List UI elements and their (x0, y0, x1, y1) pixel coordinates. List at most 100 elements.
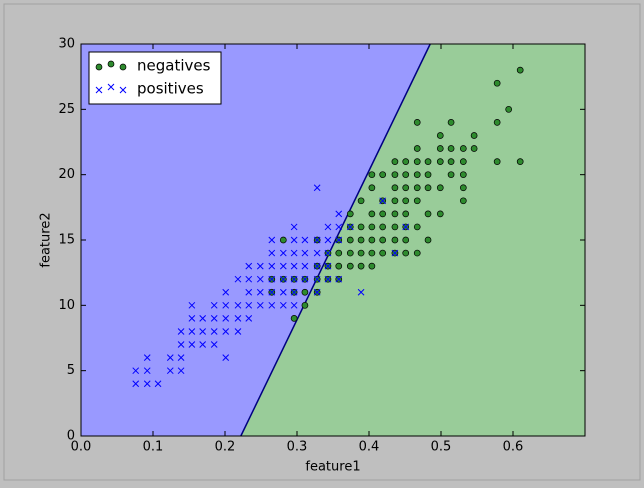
negative-point (379, 210, 387, 218)
positive-point (301, 236, 309, 244)
legend-marker (95, 63, 103, 71)
negative-point (436, 158, 444, 165)
x-tick-label: 0.6 (503, 440, 524, 455)
negative-point (413, 171, 421, 179)
positive-point (222, 315, 230, 322)
positive-point (222, 354, 230, 361)
positive-point (279, 249, 287, 257)
negative-point (424, 236, 432, 244)
negative-point (368, 262, 376, 270)
y-tick-label: 30 (58, 37, 75, 52)
negative-point (391, 197, 399, 205)
negative-point (357, 197, 365, 205)
negative-point (346, 210, 354, 218)
negative-point (368, 249, 376, 257)
positive-point (245, 315, 253, 322)
positive-point (188, 328, 196, 335)
negative-point (391, 184, 399, 192)
positive-point (324, 275, 332, 283)
negative-point (357, 249, 365, 257)
negative-point (379, 223, 387, 231)
negative-point (391, 210, 399, 218)
positive-point (210, 301, 218, 309)
legend-label: positives (137, 80, 204, 98)
positive-point (256, 288, 264, 296)
positive-point (301, 262, 309, 270)
negative-point (470, 145, 478, 152)
negative-point (379, 249, 387, 257)
positive-point (313, 236, 321, 244)
legend-marker (107, 83, 115, 91)
positive-point (324, 249, 332, 257)
negative-point (402, 210, 410, 218)
positive-point (245, 275, 253, 283)
negative-point (357, 223, 365, 231)
positive-point (290, 223, 298, 231)
positive-point (313, 288, 321, 296)
positive-point (245, 288, 253, 296)
negative-point (413, 249, 421, 257)
negative-point (335, 249, 343, 257)
negative-point (459, 145, 467, 152)
negative-point (493, 158, 501, 165)
positive-point (256, 275, 264, 283)
y-tick-label: 0 (67, 429, 75, 444)
y-tick-label: 5 (67, 363, 75, 378)
positive-point (143, 367, 151, 375)
negative-point (368, 223, 376, 231)
negative-point (516, 66, 524, 74)
negative-point (436, 132, 444, 139)
negative-point (413, 145, 421, 152)
positive-point (222, 288, 230, 296)
negative-point (379, 171, 387, 179)
positive-point (188, 341, 196, 348)
negative-point (413, 119, 421, 126)
positive-point (268, 262, 276, 270)
positive-point (143, 354, 151, 361)
y-tick-label: 10 (58, 298, 75, 313)
positive-point (290, 236, 298, 244)
negative-point (368, 210, 376, 218)
negative-point (335, 262, 343, 270)
negative-point (357, 236, 365, 244)
positive-point (154, 380, 162, 388)
positive-point (199, 341, 207, 348)
negative-point (424, 184, 432, 192)
positive-point (335, 275, 343, 283)
positive-point (199, 328, 207, 335)
positive-point (301, 275, 309, 283)
positive-point (290, 275, 298, 283)
positive-point (379, 197, 387, 205)
negative-point (346, 262, 354, 270)
positive-point (234, 315, 242, 322)
negative-point (493, 79, 501, 87)
y-axis-label: feature2 (39, 212, 54, 267)
positive-point (268, 236, 276, 244)
negative-point (424, 210, 432, 218)
positive-point (268, 275, 276, 283)
negative-point (391, 236, 399, 244)
positive-point (268, 288, 276, 296)
negative-point (391, 223, 399, 231)
positive-point (290, 301, 298, 309)
negative-point (391, 158, 399, 165)
positive-point (313, 275, 321, 283)
negative-point (279, 236, 287, 244)
positive-point (188, 315, 196, 322)
negative-point (413, 158, 421, 165)
negative-point (357, 262, 365, 270)
positive-point (234, 328, 242, 335)
positive-point (132, 380, 140, 388)
positive-point (166, 354, 174, 361)
positive-point (268, 249, 276, 257)
positive-point (290, 249, 298, 257)
negative-point (447, 145, 455, 152)
positive-point (324, 262, 332, 270)
positive-point (279, 275, 287, 283)
negative-point (424, 158, 432, 165)
x-tick-label: 0.1 (143, 440, 164, 455)
positive-point (313, 262, 321, 270)
negative-point (402, 171, 410, 179)
negative-point (493, 119, 501, 126)
